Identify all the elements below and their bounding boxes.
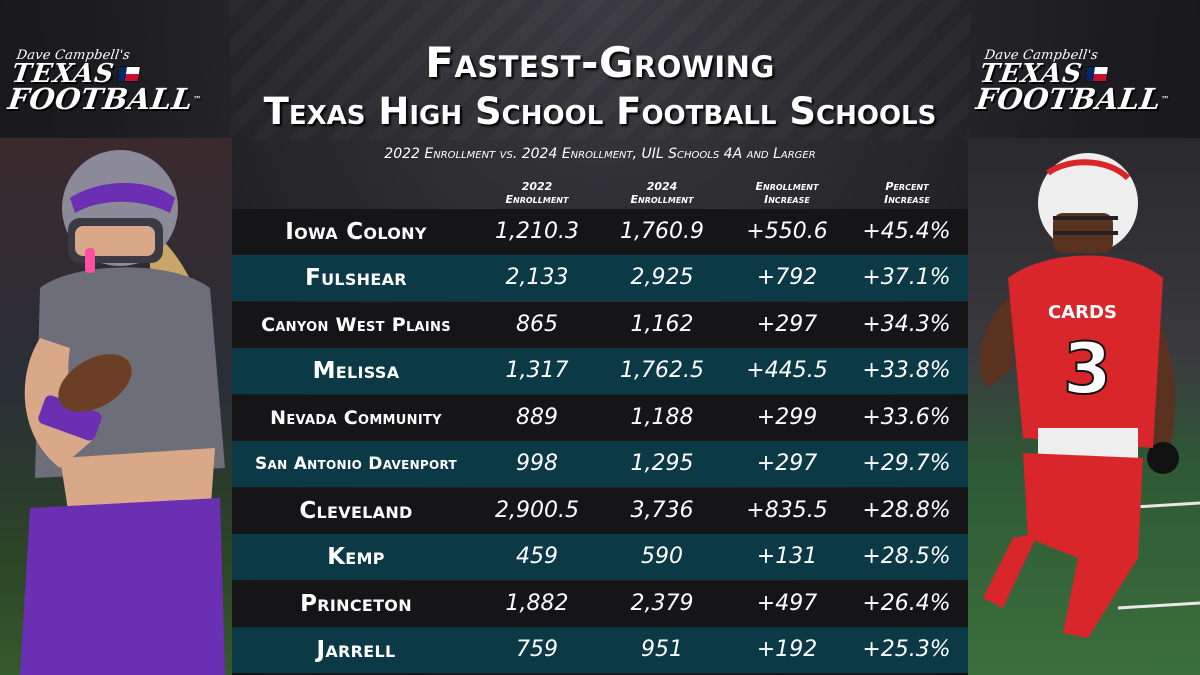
logo-tm: ™	[1160, 94, 1171, 104]
percent-increase: +45.4%	[862, 219, 951, 244]
enrollment-2022: 459	[516, 544, 558, 569]
column-header-line2: Enrollment	[505, 193, 569, 206]
school-name: Princeton	[300, 591, 412, 617]
percent-increase: +28.5%	[862, 544, 951, 569]
enrollment-increase: +192	[756, 637, 818, 662]
logo-football-text: FOOTBALL™	[6, 82, 225, 116]
enrollment-2024: 2,379	[630, 591, 694, 616]
right-jersey-text: CARDS	[1048, 302, 1117, 323]
column-header-line1: 2024	[646, 180, 678, 193]
column-header-line2: Enrollment	[630, 193, 694, 206]
logo-line2: FOOTBALL	[974, 82, 1164, 116]
enrollment-2024: 590	[641, 544, 683, 569]
table-row: Princeton 1,882 2,379 +497 +26.4%	[232, 581, 968, 627]
enrollment-increase: +131	[756, 544, 818, 569]
column-header-2022: 2022 Enrollment	[482, 180, 592, 206]
table-row: Nevada Community 889 1,188 +299 +33.6%	[232, 395, 968, 441]
table-row: Kemp 459 590 +131 +28.5%	[232, 534, 968, 580]
enrollment-2024: 2,925	[630, 265, 694, 290]
logo-football-text: FOOTBALL™	[974, 82, 1193, 116]
left-player-photo	[0, 138, 232, 675]
percent-increase: +34.3%	[862, 312, 951, 337]
enrollment-increase: +835.5	[746, 498, 828, 523]
logo-tm: ™	[192, 94, 203, 104]
column-header-line1: Percent	[885, 180, 929, 193]
table-row: Melissa 1,317 1,762.5 +445.5 +33.8%	[232, 348, 968, 394]
school-name: Nevada Community	[270, 407, 442, 429]
table-row: Jarrell 759 951 +192 +25.3%	[232, 627, 968, 673]
school-name: Cleveland	[299, 498, 413, 524]
percent-increase: +33.6%	[862, 405, 951, 430]
school-name: San Antonio Davenport	[255, 454, 457, 474]
column-header-percent: Percent Increase	[852, 180, 962, 206]
page-title-line1: Fastest-Growing	[425, 38, 775, 87]
school-name: Kemp	[327, 544, 385, 570]
enrollment-increase: +445.5	[746, 358, 828, 383]
enrollment-2022: 998	[516, 451, 558, 476]
enrollment-2022: 2,133	[505, 265, 569, 290]
school-name: Canyon West Plains	[261, 314, 451, 336]
enrollment-2022: 1,317	[505, 358, 569, 383]
texas-flag-icon	[1085, 66, 1110, 82]
percent-increase: +25.3%	[862, 637, 951, 662]
enrollment-2024: 1,162	[630, 312, 694, 337]
percent-increase: +29.7%	[862, 451, 951, 476]
school-name: Iowa Colony	[285, 219, 427, 245]
page-subtitle: 2022 Enrollment vs. 2024 Enrollment, UIL…	[384, 146, 816, 162]
table-row: San Antonio Davenport 998 1,295 +297 +29…	[232, 441, 968, 487]
table-row: Cleveland 2,900.5 3,736 +835.5 +28.8%	[232, 488, 968, 534]
school-name: Jarrell	[316, 637, 396, 663]
enrollment-increase: +297	[756, 312, 818, 337]
table-row: Iowa Colony 1,210.3 1,760.9 +550.6 +45.4…	[232, 209, 968, 255]
enrollment-2022: 1,882	[505, 591, 569, 616]
enrollment-increase: +497	[756, 591, 818, 616]
column-header-line2: Increase	[884, 193, 930, 206]
background-texture	[230, 0, 970, 140]
enrollment-2024: 1,188	[630, 405, 694, 430]
percent-increase: +37.1%	[862, 265, 951, 290]
enrollment-2022: 889	[516, 405, 558, 430]
enrollment-2022: 1,210.3	[495, 219, 579, 244]
percent-increase: +33.8%	[862, 358, 951, 383]
table-row: Fulshear 2,133 2,925 +792 +37.1%	[232, 255, 968, 301]
right-player-illustration: CARDS 3	[968, 138, 1200, 675]
enrollment-2024: 3,736	[630, 498, 694, 523]
texas-flag-icon	[117, 66, 142, 82]
enrollment-2024: 1,762.5	[620, 358, 704, 383]
percent-increase: +28.8%	[862, 498, 951, 523]
percent-increase: +26.4%	[862, 591, 951, 616]
logo-line2: FOOTBALL	[6, 82, 196, 116]
enrollment-increase: +550.6	[746, 219, 828, 244]
page-title-line2: Texas High School Football Schools	[263, 90, 937, 133]
enrollment-increase: +792	[756, 265, 818, 290]
right-jersey-number: 3	[1063, 328, 1112, 410]
table-row: Canyon West Plains 865 1,162 +297 +34.3%	[232, 302, 968, 348]
enrollment-2022: 865	[516, 312, 558, 337]
column-header-line2: Increase	[764, 193, 810, 206]
enrollment-2022: 759	[516, 637, 558, 662]
texas-football-logo-left: Dave Campbell's TEXAS FOOTBALL™	[4, 48, 230, 128]
school-name: Melissa	[312, 358, 400, 384]
enrollment-2024: 951	[641, 637, 683, 662]
enrollment-2024: 1,760.9	[620, 219, 704, 244]
column-header-2024: 2024 Enrollment	[607, 180, 717, 206]
left-player-illustration	[0, 138, 232, 675]
column-header-line1: Enrollment	[755, 180, 819, 193]
enrollment-table: 2022 Enrollment 2024 Enrollment Enrollme…	[232, 178, 968, 675]
table-header: 2022 Enrollment 2024 Enrollment Enrollme…	[232, 178, 968, 210]
column-header-increase: Enrollment Increase	[732, 180, 842, 206]
school-name: Fulshear	[305, 265, 407, 291]
enrollment-2024: 1,295	[630, 451, 694, 476]
enrollment-increase: +299	[756, 405, 818, 430]
right-player-photo: CARDS 3	[968, 138, 1200, 675]
texas-football-logo-right: Dave Campbell's TEXAS FOOTBALL™	[972, 48, 1198, 128]
enrollment-increase: +297	[756, 451, 818, 476]
enrollment-2022: 2,900.5	[495, 498, 579, 523]
column-header-line1: 2022	[521, 180, 553, 193]
